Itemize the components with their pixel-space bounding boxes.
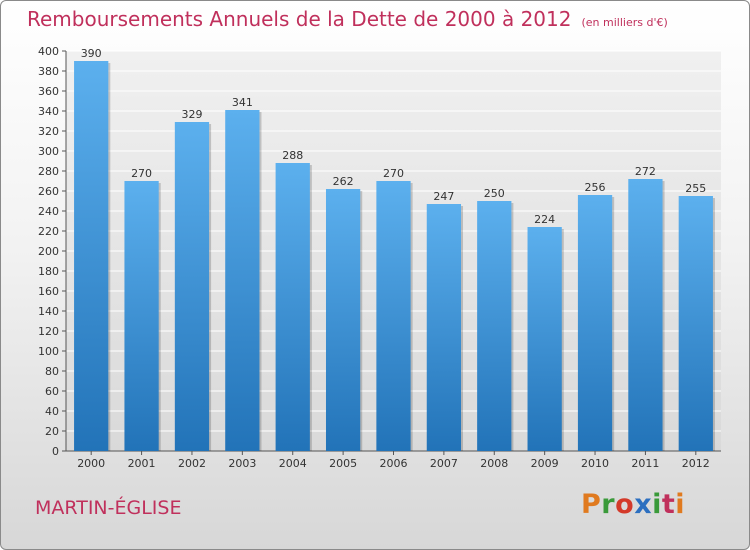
y-tick-label: 140 [38,305,59,318]
x-tick-label-2010: 2010 [581,457,609,470]
bar-2011 [628,179,663,451]
data-label-2007: 247 [433,190,454,203]
x-tick-label-2000: 2000 [77,457,105,470]
data-label-2005: 262 [333,175,354,188]
logo-letter: x [634,489,653,520]
y-tick-label: 260 [38,185,59,198]
y-tick-label: 160 [38,285,59,298]
bar-2007 [426,204,462,451]
y-tick-label: 120 [38,325,59,338]
x-tick-label-2001: 2001 [128,457,156,470]
y-tick-label: 400 [38,45,59,58]
y-tick-label: 60 [45,385,59,398]
y-tick-label: 240 [38,205,59,218]
bar-2000 [74,61,109,451]
y-tick-label: 360 [38,85,59,98]
bar-2012 [678,196,713,451]
bars [74,61,715,451]
y-tick-label: 0 [52,445,59,458]
y-tick-label: 80 [45,365,59,378]
x-tick-label-2008: 2008 [480,457,508,470]
data-label-2004: 288 [282,149,303,162]
data-label-2001: 270 [131,167,152,180]
data-label-2011: 272 [635,165,656,178]
chart-title-text: Remboursements Annuels de la Dette de 20… [27,7,572,31]
y-tick-label: 320 [38,125,59,138]
x-tick-label-2009: 2009 [531,457,559,470]
x-tick-label-2006: 2006 [380,457,408,470]
y-tick-label: 40 [45,405,59,418]
commune-name: MARTIN-ÉGLISE [35,497,182,519]
y-tick-label: 200 [38,245,59,258]
x-tick-label-2002: 2002 [178,457,206,470]
x-tick-label-2012: 2012 [682,457,710,470]
data-label-2006: 270 [383,167,404,180]
y-tick-label: 340 [38,105,59,118]
logo-letter: t [661,489,676,520]
y-tick-label: 280 [38,165,59,178]
bar-2010 [577,195,613,451]
data-label-2009: 224 [534,213,555,226]
logo-letter: r [601,489,616,520]
bar-2003 [225,110,260,451]
x-tick-label-2011: 2011 [631,457,659,470]
axes: 0 20 40 60 80 100 120 140 160 180 200 220 240 260 280 3… [38,45,721,470]
logo-letter: i [675,489,686,520]
data-label-2002: 329 [181,108,202,121]
bar-2008 [477,201,512,451]
chart-unit: (en milliers d'€) [581,16,668,29]
proxiti-logo[interactable]: Proxiti [581,489,685,520]
data-label-2008: 250 [484,187,505,200]
bar-2002 [174,122,210,451]
y-tick-label: 180 [38,265,59,278]
logo-letter: o [615,489,635,520]
y-tick-label: 20 [45,425,59,438]
data-labels: 390 270 329 341 288 262 270 247 250 224 256 272 255 [81,47,707,226]
x-tick-label-2004: 2004 [279,457,307,470]
y-tick-label: 300 [38,145,59,158]
x-tick-label-2003: 2003 [228,457,256,470]
bar-2001 [124,181,159,451]
bar-2009 [527,227,562,451]
y-tick-label: 100 [38,345,59,358]
logo-letter: i [652,489,662,520]
data-label-2003: 341 [232,96,253,109]
data-label-2010: 256 [585,181,606,194]
bar-2004 [275,163,310,451]
data-label-2000: 390 [81,47,102,60]
x-tick-label-2005: 2005 [329,457,357,470]
logo-letter: P [581,489,602,520]
chart-title: Remboursements Annuels de la Dette de 20… [27,7,668,31]
bar-2005 [325,189,361,451]
y-tick-label: 220 [38,225,59,238]
bar-2006 [376,181,411,451]
data-label-2012: 255 [685,182,706,195]
y-tick-label: 380 [38,65,59,78]
x-tick-label-2007: 2007 [430,457,458,470]
